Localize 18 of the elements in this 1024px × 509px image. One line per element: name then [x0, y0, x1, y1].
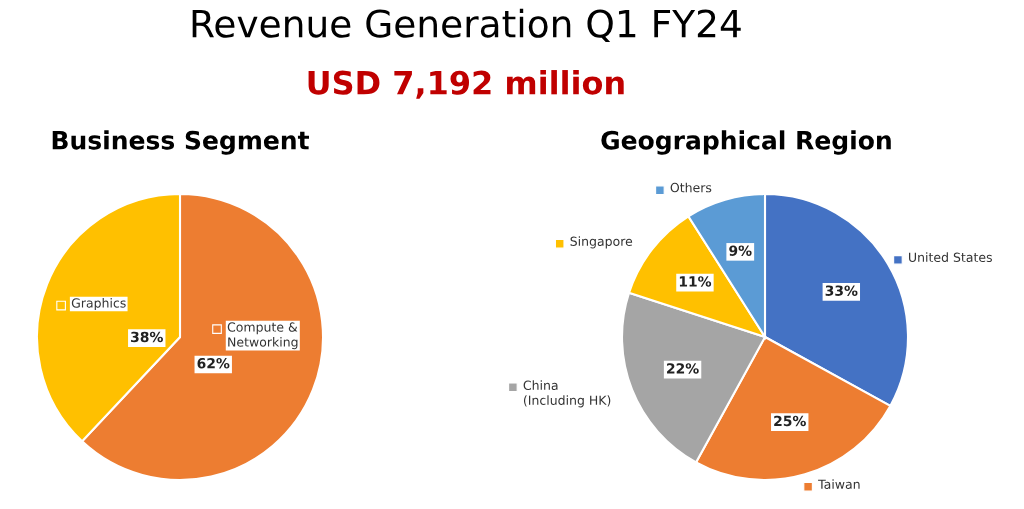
data-label: 25% [774, 415, 806, 427]
chart-title: Business Segment [52, 130, 309, 155]
legend-label: United States [909, 252, 992, 263]
legend-label: Taiwan [818, 479, 860, 489]
data-label: 38% [131, 331, 163, 343]
data-label: 11% [679, 276, 712, 287]
legend-label: Graphics [71, 298, 126, 311]
legend-label: China (Including HK) [523, 380, 611, 408]
legend-label: Compute & Networking [227, 322, 298, 350]
data-label: 9% [729, 245, 752, 256]
legend-label: Others [670, 182, 712, 193]
data-label: 33% [825, 285, 858, 296]
data-label: 22% [667, 363, 699, 374]
text: Revenue Generation Q1 FY24 [192, 8, 741, 43]
text: USD 7,192 million [308, 70, 624, 99]
legend-label: Singapore [570, 236, 633, 249]
data-label: 62% [197, 357, 230, 369]
chart-title: Geographical Region [601, 130, 891, 155]
